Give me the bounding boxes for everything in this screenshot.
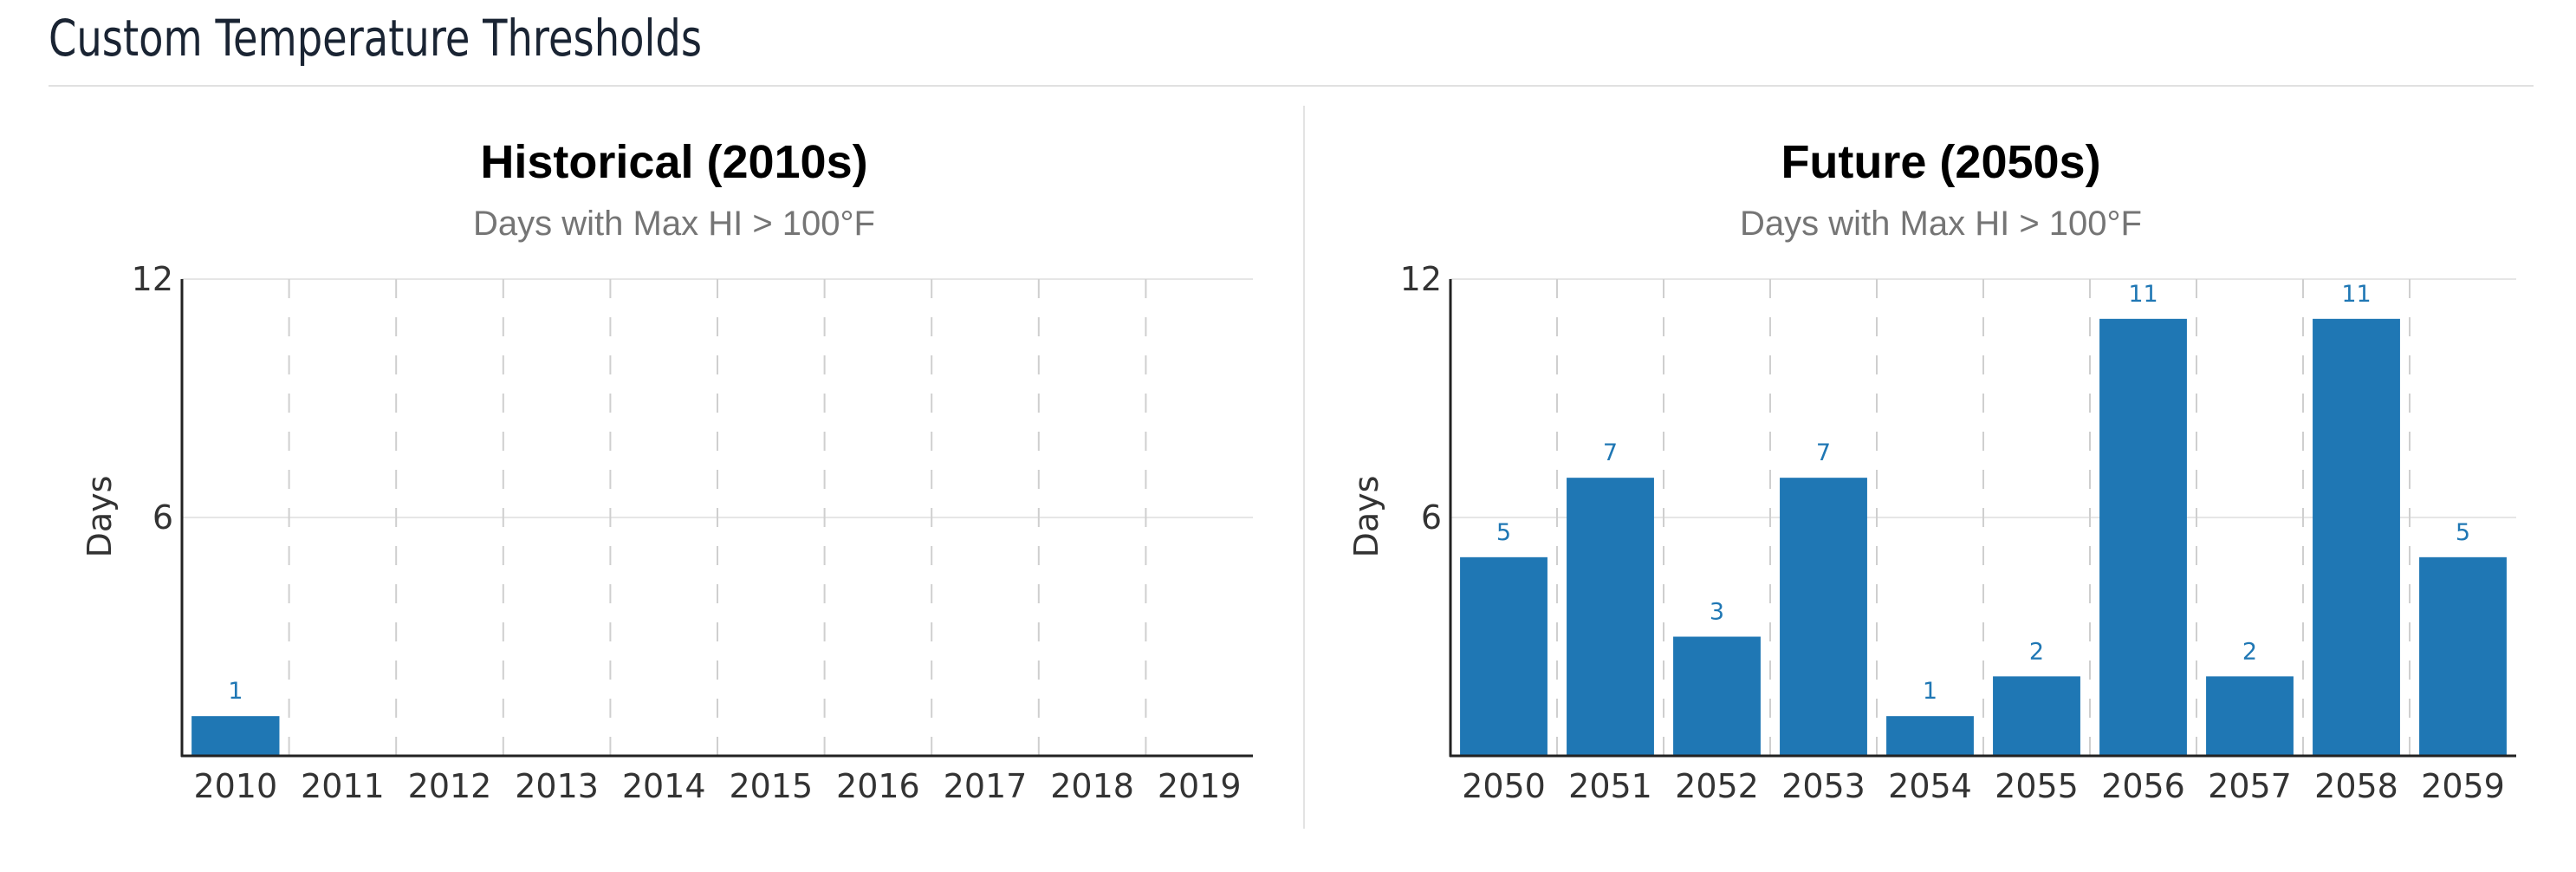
x-tick-label: 2017 — [944, 767, 1028, 805]
x-tick-label: 2016 — [836, 767, 920, 805]
x-tick-label: 2054 — [1888, 767, 1972, 805]
chart-title: Future (2050s) — [1781, 136, 2100, 188]
x-tick-label: 2019 — [1158, 767, 1242, 805]
title-divider — [49, 85, 2534, 87]
chart-title: Historical (2010s) — [480, 136, 867, 188]
future-chart: Future (2050s) Days with Max HI > 100°F … — [1347, 136, 2516, 805]
bar-2050 — [1460, 556, 1548, 756]
data-label-2059: 5 — [2456, 519, 2470, 546]
bar-2058 — [2313, 318, 2400, 756]
bar-2056 — [2099, 318, 2187, 756]
x-tick-label: 2052 — [1675, 767, 1759, 805]
x-tick-label: 2011 — [301, 767, 385, 805]
chart-subtitle: Days with Max HI > 100°F — [1740, 205, 2142, 243]
y-tick-label: 12 — [1400, 260, 1442, 298]
data-label-2055: 2 — [2029, 638, 2044, 665]
x-tick-label: 2051 — [1568, 767, 1652, 805]
data-label-2051: 7 — [1603, 439, 1618, 466]
x-tick-label: 2055 — [1995, 767, 2079, 805]
historical-chart: Historical (2010s) Days with Max HI > 10… — [81, 136, 1253, 805]
x-tick-label: 2059 — [2421, 767, 2505, 805]
page-title: Custom Temperature Thresholds — [49, 9, 703, 68]
bar-2051 — [1567, 478, 1654, 756]
x-tick-label: 2053 — [1781, 767, 1865, 805]
data-label-2058: 11 — [2341, 281, 2371, 308]
chart-subtitle: Days with Max HI > 100°F — [473, 205, 875, 243]
x-tick-label: 2057 — [2208, 767, 2292, 805]
x-tick-label: 2013 — [515, 767, 599, 805]
y-tick-label: 6 — [1421, 498, 1442, 537]
data-label-2056: 11 — [2128, 281, 2157, 308]
data-label-2057: 2 — [2242, 638, 2257, 665]
x-tick-label: 2056 — [2101, 767, 2185, 805]
bar-2057 — [2206, 676, 2294, 756]
panel-divider — [1303, 106, 1305, 829]
x-tick-label: 2018 — [1050, 767, 1134, 805]
bar-2053 — [1780, 478, 1867, 756]
bar-2052 — [1673, 636, 1761, 756]
bar-2059 — [2419, 556, 2507, 756]
y-tick-label: 12 — [132, 260, 173, 298]
bar-2055 — [1993, 676, 2080, 756]
x-tick-label: 2014 — [622, 767, 706, 805]
x-tick-label: 2050 — [1462, 767, 1546, 805]
data-label-2052: 3 — [1710, 599, 1724, 626]
data-label-2050: 5 — [1496, 519, 1511, 546]
bar-2054 — [1886, 716, 1974, 756]
y-axis-label: Days — [1347, 476, 1385, 558]
data-label-2054: 1 — [1923, 678, 1937, 705]
x-tick-label: 2012 — [408, 767, 492, 805]
bar-2010 — [191, 716, 280, 756]
x-tick-label: 2015 — [729, 767, 813, 805]
data-label-2053: 7 — [1816, 439, 1831, 466]
x-tick-label: 2010 — [193, 767, 277, 805]
x-tick-label: 2058 — [2314, 767, 2398, 805]
y-tick-label: 6 — [152, 498, 173, 537]
y-axis-label: Days — [81, 476, 119, 558]
data-label-2010: 1 — [228, 678, 243, 705]
